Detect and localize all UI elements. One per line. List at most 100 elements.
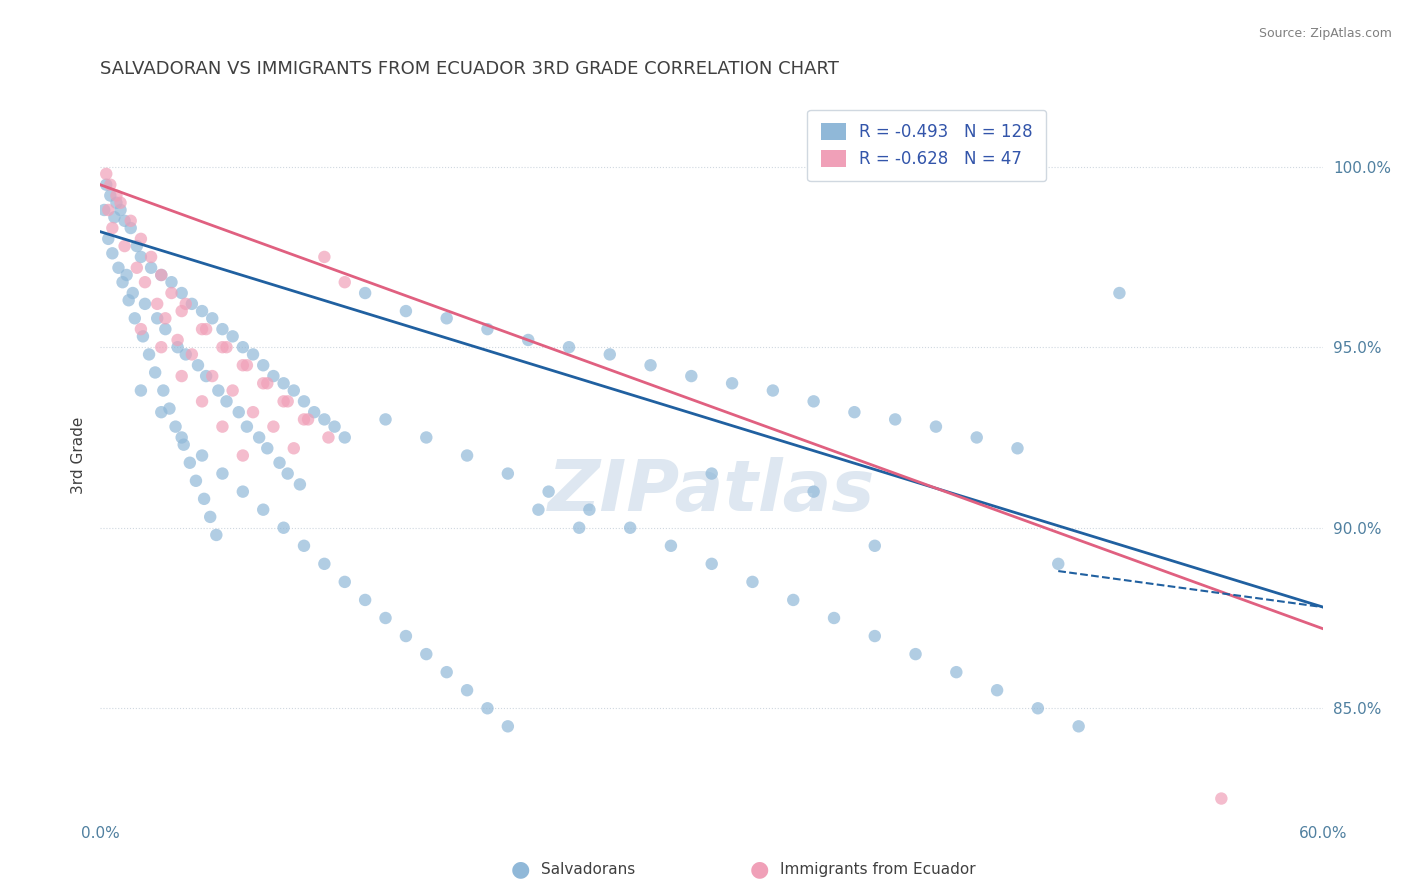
Point [105, 188, 128, 202]
Point [166, 340, 188, 354]
Point [195, 369, 218, 384]
Point [273, 521, 295, 535]
Point [110, 195, 132, 210]
Point [945, 665, 967, 680]
Point [139, 250, 162, 264]
Text: ZIPatlas: ZIPatlas [548, 457, 876, 526]
Point [256, 442, 278, 456]
Point [803, 394, 825, 409]
Point [146, 297, 169, 311]
Point [232, 358, 254, 372]
Point [700, 467, 723, 481]
Point [269, 456, 291, 470]
Text: ●: ● [749, 860, 769, 880]
Point [114, 239, 136, 253]
Point [314, 557, 336, 571]
Point [180, 297, 202, 311]
Point [110, 202, 132, 217]
Point [823, 611, 845, 625]
Point [191, 394, 214, 409]
Point [96, 178, 118, 192]
Point [211, 467, 233, 481]
Point [527, 502, 550, 516]
Point [1047, 557, 1070, 571]
Point [456, 683, 478, 698]
Point [180, 347, 202, 361]
Point [568, 521, 591, 535]
Point [844, 405, 866, 419]
Point [129, 232, 152, 246]
Point [302, 405, 325, 419]
Point [1108, 286, 1130, 301]
Point [659, 539, 682, 553]
Point [333, 275, 356, 289]
Point [415, 430, 437, 444]
Point [242, 347, 264, 361]
Text: Source: ZipAtlas.com: Source: ZipAtlas.com [1258, 27, 1392, 40]
Point [236, 358, 259, 372]
Point [1211, 791, 1233, 805]
Point [174, 347, 197, 361]
Point [211, 322, 233, 336]
Point [283, 384, 305, 398]
Point [139, 260, 162, 275]
Point [96, 167, 118, 181]
Point [292, 394, 315, 409]
Point [170, 304, 193, 318]
Point [681, 369, 703, 384]
Point [292, 539, 315, 553]
Point [150, 405, 173, 419]
Point [1007, 442, 1029, 456]
Point [273, 394, 295, 409]
Text: SALVADORAN VS IMMIGRANTS FROM ECUADOR 3RD GRADE CORRELATION CHART: SALVADORAN VS IMMIGRANTS FROM ECUADOR 3R… [100, 60, 839, 78]
Point [152, 384, 174, 398]
Point [456, 449, 478, 463]
Point [599, 347, 621, 361]
Point [107, 260, 129, 275]
Point [207, 384, 229, 398]
Point [262, 419, 284, 434]
Point [262, 369, 284, 384]
Point [179, 456, 201, 470]
Point [200, 509, 222, 524]
Text: Salvadorans: Salvadorans [541, 863, 636, 877]
Point [395, 629, 418, 643]
Point [98, 188, 121, 202]
Point [283, 442, 305, 456]
Point [97, 232, 120, 246]
Point [165, 419, 187, 434]
Point [232, 449, 254, 463]
Point [1067, 719, 1090, 733]
Point [374, 611, 396, 625]
Point [195, 322, 218, 336]
Point [354, 286, 377, 301]
Point [191, 449, 214, 463]
Point [111, 275, 134, 289]
Point [98, 178, 121, 192]
Point [256, 376, 278, 391]
Point [232, 340, 254, 354]
Point [115, 268, 138, 282]
Point [232, 484, 254, 499]
Point [619, 521, 641, 535]
Point [436, 665, 458, 680]
Point [292, 412, 315, 426]
Point [155, 322, 177, 336]
Y-axis label: 3rd Grade: 3rd Grade [72, 417, 86, 494]
Point [700, 557, 723, 571]
Point [863, 629, 886, 643]
Point [221, 329, 243, 343]
Point [121, 286, 143, 301]
Point [205, 528, 228, 542]
Point [138, 347, 160, 361]
Point [132, 329, 155, 343]
Point [252, 358, 274, 372]
Point [159, 401, 181, 416]
Point [114, 214, 136, 228]
Point [101, 246, 124, 260]
Point [966, 430, 988, 444]
Point [191, 322, 214, 336]
Point [120, 221, 142, 235]
Point [129, 250, 152, 264]
Point [354, 593, 377, 607]
